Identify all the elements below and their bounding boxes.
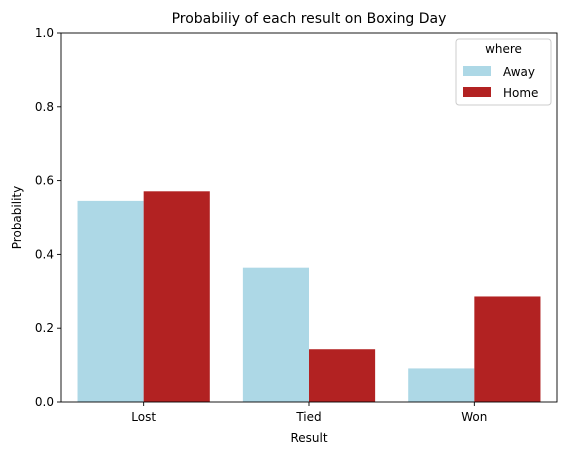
x-tick-label: Tied bbox=[295, 410, 321, 424]
bars-group bbox=[77, 191, 541, 402]
y-axis: 0.0 0.2 0.4 0.6 0.8 1.0 bbox=[35, 26, 61, 409]
x-tick-label: Won bbox=[461, 410, 487, 424]
chart-title: Probabiliy of each result on Boxing Day bbox=[172, 11, 447, 27]
y-tick-label: 0.6 bbox=[35, 174, 54, 188]
y-tick-label: 0.0 bbox=[35, 395, 54, 409]
bar-away-won bbox=[408, 368, 475, 402]
legend-label-away: Away bbox=[503, 65, 535, 79]
legend-swatch-away bbox=[463, 66, 491, 76]
x-axis-label: Result bbox=[290, 431, 327, 445]
legend-title: where bbox=[485, 42, 522, 56]
y-tick-label: 1.0 bbox=[35, 26, 54, 40]
bar-away-tied bbox=[242, 267, 309, 402]
bar-away-lost bbox=[77, 200, 144, 402]
bar-home-won bbox=[474, 296, 541, 402]
legend-swatch-home bbox=[463, 87, 491, 97]
legend-entries: Away Home bbox=[463, 65, 538, 100]
y-tick-label: 0.4 bbox=[35, 247, 54, 261]
y-axis-label: Probability bbox=[10, 186, 24, 249]
legend: where Away Home bbox=[455, 38, 552, 106]
legend-label-home: Home bbox=[503, 86, 538, 100]
bar-home-tied bbox=[309, 349, 376, 402]
x-tick-label: Lost bbox=[131, 410, 156, 424]
y-tick-label: 0.2 bbox=[35, 321, 54, 335]
y-tick-label: 0.8 bbox=[35, 100, 54, 114]
bar-home-lost bbox=[143, 191, 210, 402]
x-axis: Lost Tied Won bbox=[131, 402, 487, 424]
